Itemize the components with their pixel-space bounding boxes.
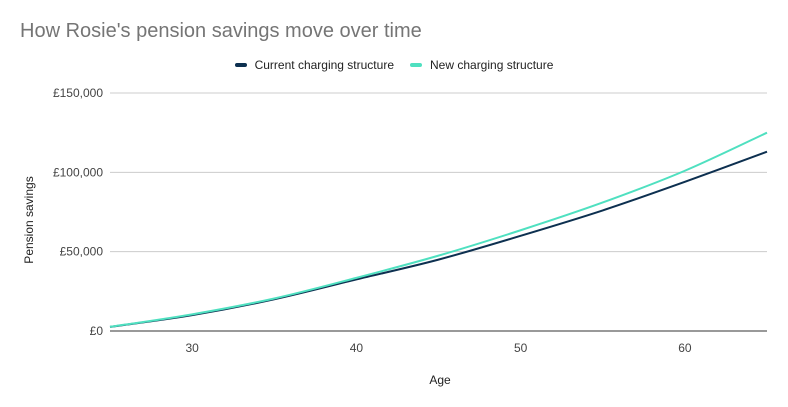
legend-swatch-new: [410, 63, 422, 67]
gridlines: [110, 92, 767, 253]
chart-legend: Current charging structure New charging …: [0, 58, 788, 72]
legend-item-current[interactable]: Current charging structure: [234, 58, 394, 72]
y-tick-label: £0: [90, 324, 104, 338]
series-lines: [109, 131, 768, 328]
series-line-new: [109, 131, 768, 328]
y-tick-label: £150,000: [53, 86, 103, 100]
y-axis-title: Pension savings: [22, 176, 36, 263]
legend-label-new: New charging structure: [430, 58, 554, 72]
y-tick-label: £100,000: [53, 165, 103, 179]
legend-label-current: Current charging structure: [254, 58, 394, 72]
x-tick-label: 30: [185, 341, 199, 355]
y-tick-label: £50,000: [60, 245, 104, 259]
x-tick-label: 60: [678, 341, 692, 355]
legend-item-new[interactable]: New charging structure: [410, 58, 553, 72]
chart-title: How Rosie's pension savings move over ti…: [20, 20, 422, 42]
x-tick-label: 40: [350, 341, 364, 355]
legend-swatch-current: [234, 63, 247, 67]
x-tick-label: 50: [514, 341, 528, 355]
axes: £0 £50,000 £100,000 £150,000 30 40 50 60: [53, 86, 767, 355]
x-axis-title: Age: [429, 373, 451, 387]
